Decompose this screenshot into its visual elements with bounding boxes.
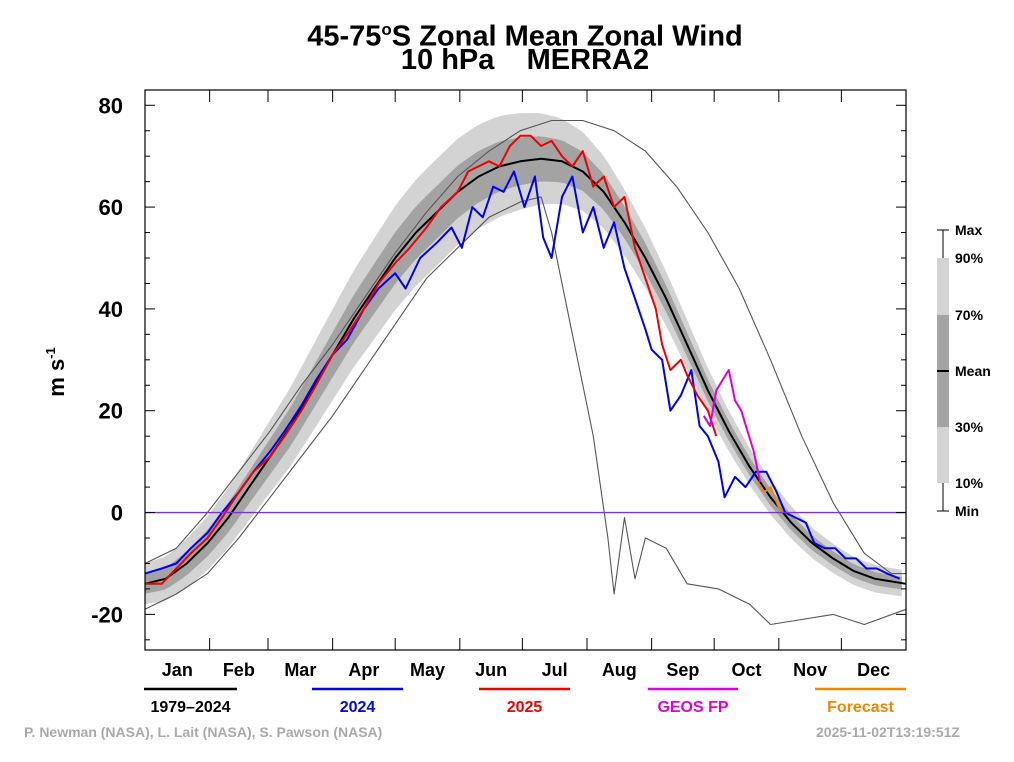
chart-title-degree: o [381, 20, 392, 39]
key-label: 70% [955, 307, 984, 323]
legend-label: 2024 [340, 699, 376, 716]
y-tick-label: 60 [99, 195, 123, 220]
series-min [144, 196, 907, 626]
legend-label: 2025 [507, 699, 543, 716]
legend-label: GEOS FP [657, 699, 728, 716]
credit-authors: P. Newman (NASA), L. Lait (NASA), S. Paw… [24, 724, 383, 740]
key-label: Min [955, 503, 979, 519]
key-label: 30% [955, 419, 984, 435]
key-label: Max [955, 222, 982, 238]
x-tick-label: Jul [542, 660, 568, 680]
percentile-key: Max 90% 70% Mean 30% 10% Min [937, 222, 991, 519]
y-tick-label: 20 [99, 399, 123, 424]
x-tick-label: Jun [475, 660, 507, 680]
x-tick-label: Dec [857, 660, 890, 680]
y-axis-label: m s-1 [43, 347, 69, 396]
x-axis-ticks: Jan Feb Mar Apr May Jun Jul Aug Sep Oct Nov Dec [144, 90, 907, 680]
percentile-bands [145, 113, 902, 605]
key-label: 90% [955, 250, 984, 266]
x-tick-label: Feb [223, 660, 255, 680]
series-2025 [145, 134, 718, 585]
x-tick-label: May [410, 660, 445, 680]
y-tick-label: 80 [99, 93, 123, 118]
legend-label: 1979–2024 [150, 699, 230, 716]
legend-label: Forecast [827, 699, 894, 716]
series-max [144, 119, 906, 575]
plot-frame [144, 89, 907, 651]
y-tick-label: -20 [91, 602, 123, 627]
x-tick-label: Oct [731, 660, 761, 680]
x-tick-label: Sep [666, 660, 699, 680]
legend: 1979–2024 2024 2025 GEOS FP Forecast [144, 687, 906, 716]
y-axis-label-exponent: -1 [43, 347, 58, 359]
x-tick-label: Nov [793, 660, 827, 680]
x-tick-label: Mar [284, 660, 316, 680]
chart-title: 45-75oS Zonal Mean Zonal Wind [0, 14, 1014, 53]
key-label: 10% [955, 475, 984, 491]
chart-subtitle: 10 hPa MERRA2 [400, 44, 650, 76]
credit-timestamp: 2025-11-02T13:19:51Z [816, 724, 960, 740]
series-2024 [144, 170, 901, 580]
x-tick-label: Aug [602, 660, 637, 680]
chart-title-prefix: 45-75 [307, 20, 382, 53]
y-axis-label-text: m s [44, 359, 69, 397]
y-axis-ticks: 80 60 40 20 0 -20 [91, 93, 906, 641]
series-geos-fp [702, 369, 762, 483]
x-tick-label: Apr [348, 660, 379, 680]
y-tick-label: 40 [99, 297, 123, 322]
series-forecast [757, 481, 784, 514]
chart-title-suffix: S Zonal Mean Zonal Wind [391, 20, 743, 53]
y-tick-label: 0 [111, 501, 123, 526]
x-tick-label: Jan [162, 660, 193, 680]
band-10-90 [145, 113, 902, 605]
series-lines [144, 119, 907, 626]
key-label: Mean [955, 363, 991, 379]
